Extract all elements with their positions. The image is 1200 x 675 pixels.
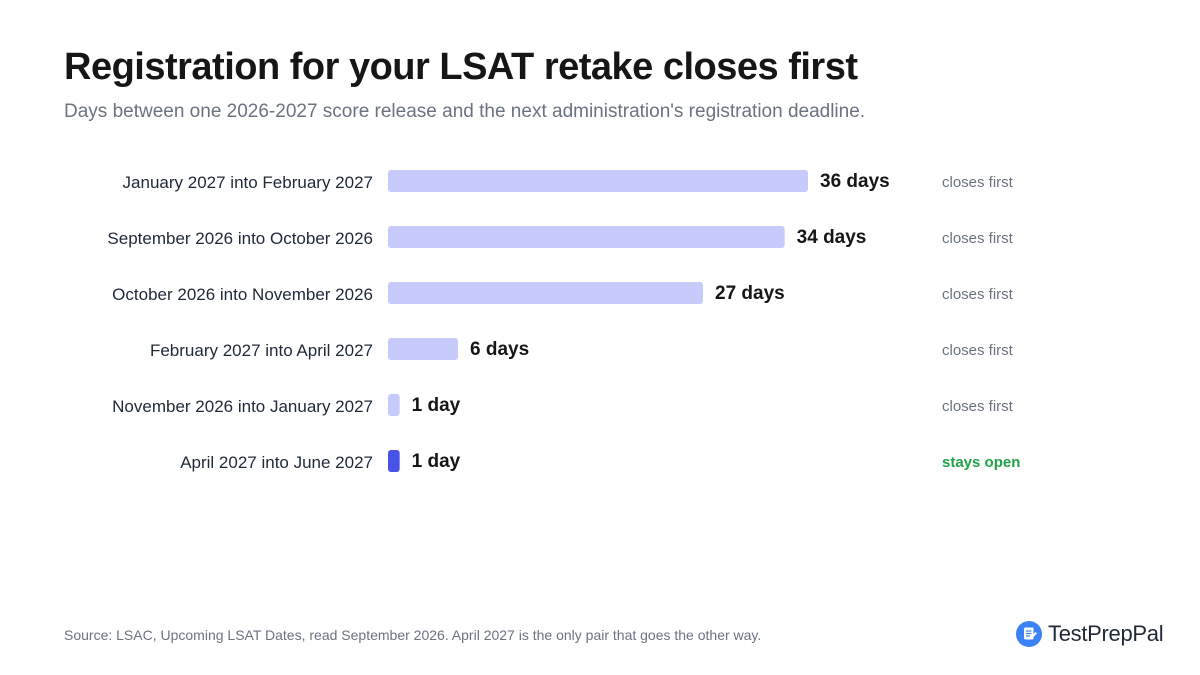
status-label: closes first	[942, 286, 1014, 303]
bar	[388, 226, 785, 248]
bar	[388, 450, 400, 472]
value-label: 36 days	[820, 171, 890, 192]
chart-subtitle: Days between one 2026-2027 score release…	[64, 101, 866, 122]
category-label: February 2027 into April 2027	[150, 341, 373, 360]
status-label: closes first	[942, 174, 1014, 191]
status-label: closes first	[942, 398, 1014, 415]
source-note: Source: LSAC, Upcoming LSAT Dates, read …	[64, 627, 762, 643]
bar	[388, 282, 703, 304]
category-label: January 2027 into February 2027	[123, 173, 373, 192]
category-label: October 2026 into November 2026	[112, 285, 373, 304]
brand: TestPrepPal	[1016, 621, 1164, 647]
status-label: closes first	[942, 230, 1014, 247]
brand-name: TestPrepPal	[1048, 621, 1164, 646]
value-label: 27 days	[715, 283, 785, 304]
value-label: 1 day	[412, 451, 461, 472]
status-label: stays open	[942, 454, 1020, 471]
status-label: closes first	[942, 342, 1014, 359]
bar	[388, 170, 808, 192]
bar	[388, 338, 458, 360]
testpreppal-logo-icon	[1016, 621, 1042, 647]
bar	[388, 394, 400, 416]
value-label: 1 day	[412, 395, 461, 416]
category-label: April 2027 into June 2027	[180, 453, 373, 472]
value-label: 34 days	[797, 227, 867, 248]
category-label: November 2026 into January 2027	[112, 397, 373, 416]
value-label: 6 days	[470, 339, 529, 360]
category-label: September 2026 into October 2026	[107, 229, 373, 248]
chart-title: Registration for your LSAT retake closes…	[64, 46, 858, 88]
